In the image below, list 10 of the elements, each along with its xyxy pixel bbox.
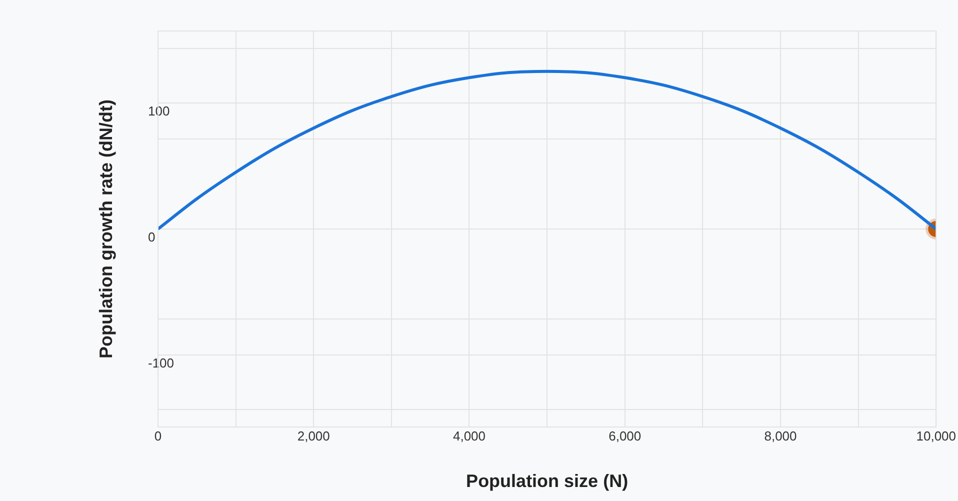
x-tick-label: 6,000 (608, 428, 642, 444)
x-tick-label: 2,000 (297, 428, 330, 444)
x-axis-title: Population size (N) (466, 471, 628, 492)
y-axis-title: Population growth rate (dN/dt) (96, 100, 116, 358)
y-tick-label: 0 (148, 230, 156, 245)
x-tick-label: 4,000 (452, 428, 486, 444)
x-tick-label: 10,000 (916, 428, 956, 444)
x-tick-label: 8,000 (764, 428, 797, 444)
y-tick-label: -100 (148, 356, 174, 371)
y-tick-label: 100 (148, 103, 170, 118)
